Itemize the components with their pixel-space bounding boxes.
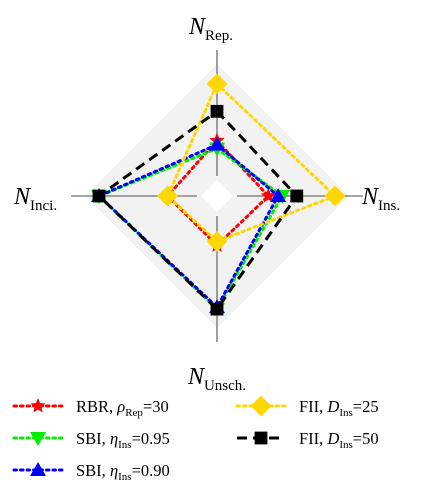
legend-label-1: SBI, ηIns=0.95 (76, 429, 170, 451)
legend-marker-0 (30, 398, 45, 413)
legend-label-4: FII, DIns=50 (299, 429, 379, 451)
axis-label-unsch: NUnsch. (187, 364, 246, 394)
legend-item-0: RBR, ρRep=30 (14, 397, 169, 419)
legend-item-1: SBI, ηIns=0.95 (14, 429, 170, 451)
series-4-point-unsch (211, 303, 224, 316)
legend: RBR, ρRep=30 SBI, ηIns=0.95 SBI, ηIns=0.90… (14, 396, 379, 483)
legend-marker-4 (255, 432, 268, 445)
series-4-point-inci (93, 190, 106, 203)
series-4-point-ins (290, 190, 303, 203)
legend-label-0: RBR, ρRep=30 (76, 397, 169, 419)
axis-label-ins: NIns. (361, 184, 400, 214)
legend-item-4: FII, DIns=50 (237, 429, 379, 451)
series-4-point-rep (211, 105, 224, 118)
legend-item-2: SBI, ηIns=0.90 (14, 461, 170, 483)
axis-label-rep: NRep. (188, 14, 233, 44)
legend-marker-3 (251, 396, 272, 417)
legend-label-2: SBI, ηIns=0.90 (76, 461, 170, 483)
legend-label-3: FII, DIns=25 (299, 397, 379, 419)
axis-label-inci: NInci. (13, 184, 57, 214)
legend-item-3: FII, DIns=25 (237, 396, 379, 419)
